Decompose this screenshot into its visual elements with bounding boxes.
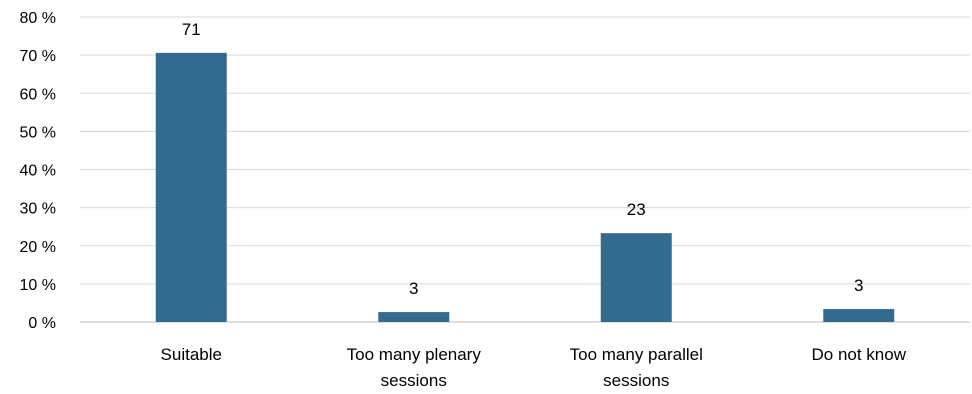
y-tick-label: 70 % [20, 48, 56, 65]
bar [823, 309, 895, 322]
x-tick-label: sessions [603, 371, 669, 390]
y-tick-label: 10 % [20, 277, 56, 294]
gridlines [80, 16, 970, 323]
y-tick-label: 30 % [20, 201, 56, 218]
y-tick-label: 40 % [20, 163, 56, 180]
data-label: 71 [182, 20, 201, 39]
data-label: 3 [854, 276, 863, 295]
y-tick-label: 0 % [28, 315, 56, 332]
y-tick-label: 60 % [20, 86, 56, 103]
y-tick-label: 20 % [20, 239, 56, 256]
data-labels: 71 3 23 3 [182, 20, 864, 298]
x-tick-label: Too many parallel [570, 345, 703, 364]
x-tick-label: Too many plenary [347, 345, 482, 364]
y-tick-label: 80 % [20, 10, 56, 27]
x-tick-label: sessions [381, 371, 447, 390]
x-tick-label: Suitable [161, 345, 222, 364]
bar [600, 233, 672, 322]
data-label: 3 [409, 279, 418, 298]
bars [155, 52, 895, 323]
data-label: 23 [627, 200, 646, 219]
y-tick-label: 50 % [20, 124, 56, 141]
bar [378, 312, 450, 322]
bar [155, 52, 227, 323]
y-axis: 0 % 10 % 20 % 30 % 40 % 50 % 60 % 70 % 80 % [20, 10, 56, 332]
x-tick-label: Do not know [812, 345, 907, 364]
x-axis: Suitable Too many plenary sessions Too many… [161, 345, 907, 390]
